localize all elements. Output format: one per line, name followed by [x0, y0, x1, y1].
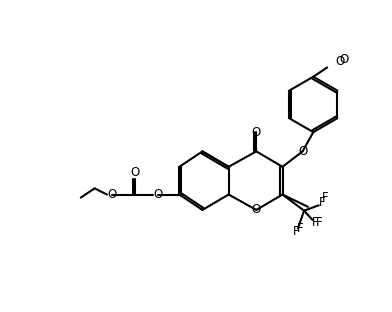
- Text: O: O: [130, 167, 139, 179]
- Text: O: O: [339, 53, 349, 66]
- Text: O: O: [298, 145, 307, 158]
- Text: O: O: [107, 188, 116, 201]
- Text: O: O: [252, 203, 261, 217]
- Text: F: F: [318, 196, 325, 209]
- Text: F: F: [312, 216, 319, 229]
- Text: F: F: [322, 191, 329, 204]
- Text: F: F: [297, 222, 303, 235]
- Text: F: F: [316, 216, 323, 229]
- Text: O: O: [153, 188, 162, 201]
- Text: F: F: [293, 225, 300, 238]
- Text: O: O: [336, 55, 345, 68]
- Text: O: O: [252, 126, 261, 139]
